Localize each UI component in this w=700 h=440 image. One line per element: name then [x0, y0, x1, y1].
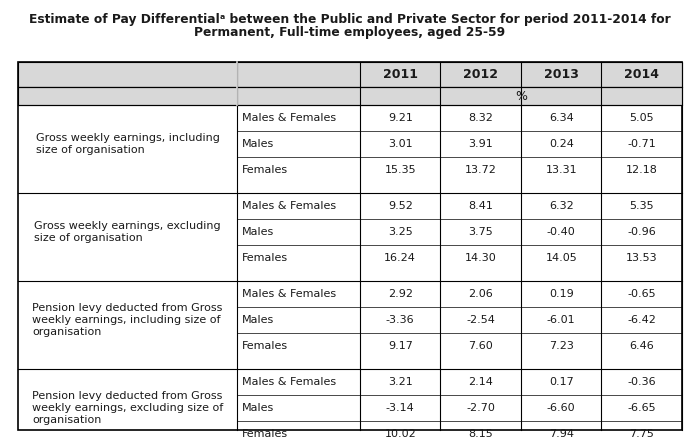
Text: Males & Females: Males & Females — [242, 377, 336, 387]
Text: Estimate of Pay Differentialᵃ between the Public and Private Sector for period 2: Estimate of Pay Differentialᵃ between th… — [29, 13, 671, 26]
Bar — [18, 62, 682, 430]
Text: Males & Females: Males & Females — [242, 289, 336, 299]
Text: 8.32: 8.32 — [468, 113, 493, 123]
Text: Females: Females — [242, 253, 288, 263]
Text: 3.91: 3.91 — [468, 139, 493, 149]
Text: -6.60: -6.60 — [547, 403, 575, 413]
Text: 12.18: 12.18 — [626, 165, 658, 175]
Text: Females: Females — [242, 165, 288, 175]
Text: Pension levy deducted from Gross
weekly earnings, including size of
organisation: Pension levy deducted from Gross weekly … — [32, 304, 223, 337]
Text: 0.19: 0.19 — [549, 289, 573, 299]
Text: 3.21: 3.21 — [388, 377, 412, 387]
Text: -0.65: -0.65 — [627, 289, 656, 299]
Text: Males: Males — [242, 227, 274, 237]
Text: 6.34: 6.34 — [549, 113, 573, 123]
Text: Pension levy deducted from Gross
weekly earnings, excluding size of
organisation: Pension levy deducted from Gross weekly … — [32, 392, 223, 425]
Text: 8.15: 8.15 — [468, 429, 493, 439]
Bar — [18, 62, 682, 87]
Text: -6.65: -6.65 — [627, 403, 656, 413]
Text: -2.70: -2.70 — [466, 403, 495, 413]
Text: -6.42: -6.42 — [627, 315, 656, 325]
Text: 3.01: 3.01 — [388, 139, 412, 149]
Text: 9.21: 9.21 — [388, 113, 413, 123]
Text: 2.14: 2.14 — [468, 377, 493, 387]
Text: 9.52: 9.52 — [388, 201, 413, 211]
Text: 9.17: 9.17 — [388, 341, 413, 351]
Text: -6.01: -6.01 — [547, 315, 575, 325]
Text: 6.46: 6.46 — [629, 341, 654, 351]
Text: 16.24: 16.24 — [384, 253, 416, 263]
Text: 3.25: 3.25 — [388, 227, 412, 237]
Text: 2.06: 2.06 — [468, 289, 493, 299]
Text: Permanent, Full-time employees, aged 25-59: Permanent, Full-time employees, aged 25-… — [195, 26, 505, 39]
Text: Males: Males — [242, 403, 274, 413]
Text: Males: Males — [242, 139, 274, 149]
Text: 13.31: 13.31 — [545, 165, 577, 175]
Text: 0.24: 0.24 — [549, 139, 574, 149]
Text: 14.30: 14.30 — [465, 253, 496, 263]
Text: 14.05: 14.05 — [545, 253, 577, 263]
Text: 5.35: 5.35 — [629, 201, 654, 211]
Text: 13.53: 13.53 — [626, 253, 657, 263]
Bar — [18, 87, 682, 105]
Text: Males & Females: Males & Females — [242, 113, 336, 123]
Text: 7.94: 7.94 — [549, 429, 574, 439]
Text: 2013: 2013 — [544, 68, 579, 81]
Text: 7.60: 7.60 — [468, 341, 493, 351]
Text: -3.36: -3.36 — [386, 315, 414, 325]
Text: 0.17: 0.17 — [549, 377, 573, 387]
Text: Males: Males — [242, 315, 274, 325]
Text: -2.54: -2.54 — [466, 315, 495, 325]
Text: 5.05: 5.05 — [629, 113, 654, 123]
Text: %: % — [515, 89, 527, 103]
Text: 7.75: 7.75 — [629, 429, 655, 439]
Text: 3.75: 3.75 — [468, 227, 493, 237]
Text: 2014: 2014 — [624, 68, 659, 81]
Text: 2011: 2011 — [383, 68, 418, 81]
Text: 8.41: 8.41 — [468, 201, 493, 211]
Text: -0.40: -0.40 — [547, 227, 575, 237]
Text: Males & Females: Males & Females — [242, 201, 336, 211]
Text: 7.23: 7.23 — [549, 341, 574, 351]
Text: 6.32: 6.32 — [549, 201, 573, 211]
Text: Females: Females — [242, 341, 288, 351]
Text: 2.92: 2.92 — [388, 289, 413, 299]
Text: -0.96: -0.96 — [627, 227, 656, 237]
Text: Gross weekly earnings, excluding
size of organisation: Gross weekly earnings, excluding size of… — [34, 221, 221, 243]
Text: -0.71: -0.71 — [627, 139, 656, 149]
Text: -3.14: -3.14 — [386, 403, 414, 413]
Text: 15.35: 15.35 — [384, 165, 416, 175]
Text: Females: Females — [242, 429, 288, 439]
Text: Gross weekly earnings, including
size of organisation: Gross weekly earnings, including size of… — [36, 133, 220, 155]
Text: -0.36: -0.36 — [627, 377, 656, 387]
Text: 13.72: 13.72 — [465, 165, 497, 175]
Text: 2012: 2012 — [463, 68, 498, 81]
Text: 10.02: 10.02 — [384, 429, 416, 439]
